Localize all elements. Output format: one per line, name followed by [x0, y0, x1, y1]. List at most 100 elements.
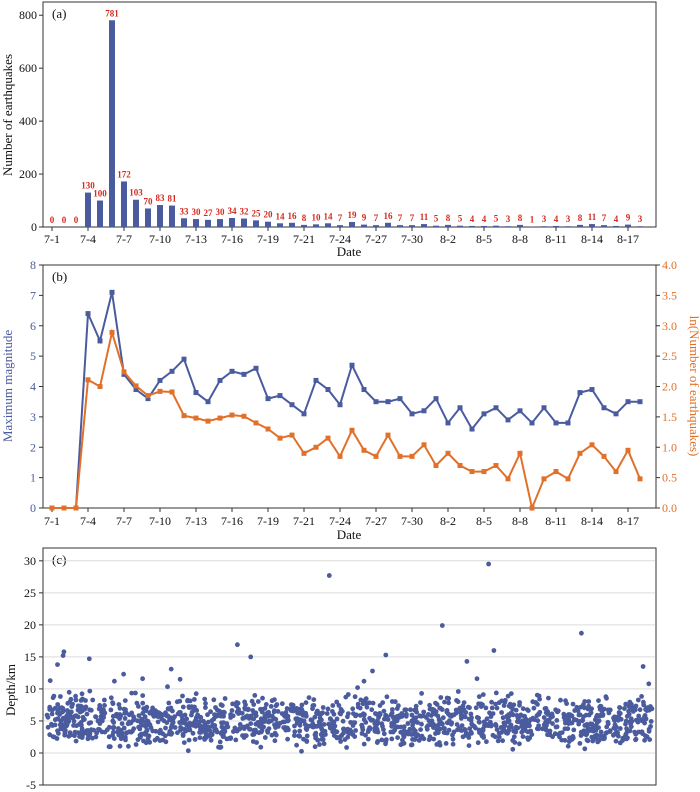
- panel-c-depth-point: [129, 690, 135, 696]
- panel-a-bar: [109, 20, 115, 227]
- panel-c-depth-point: [558, 697, 563, 703]
- panel-c-depth-point: [151, 713, 157, 719]
- panel-c-depth-point: [133, 690, 138, 696]
- panel-c-depth-point: [189, 709, 195, 715]
- panel-c-depth-point: [493, 690, 499, 696]
- panel-c-depth-point: [517, 700, 522, 705]
- panel-c-depth-point: [160, 737, 166, 743]
- panel-a-bar-label: 0: [50, 215, 55, 225]
- panel-c-depth-point: [383, 741, 388, 747]
- panel-c-depth-point: [384, 714, 390, 720]
- panel-a-bar-label: 4: [482, 214, 487, 224]
- panel-c-depth-point: [222, 710, 227, 715]
- panel-c-depth-point: [202, 696, 208, 702]
- panel-a-bar-label: 8: [302, 213, 307, 223]
- panel-c-depth-point: [433, 700, 438, 706]
- panel-c-depth-point: [117, 743, 123, 749]
- panel-a-bar-label: 10: [312, 212, 322, 222]
- panel-c-depth-point: [626, 712, 632, 717]
- panel-c-depth-point: [347, 727, 353, 733]
- panel-c-depth-point: [506, 724, 512, 730]
- panel-c-depth-point: [363, 696, 369, 702]
- panel-c-depth-point: [413, 715, 419, 721]
- panel-b-point-log-count: [481, 469, 487, 475]
- panel-c-depth-point: [177, 720, 183, 725]
- panel-b-point-magnitude: [265, 396, 271, 402]
- panel-a-bar: [565, 226, 571, 227]
- panel-c-depth-point: [211, 697, 217, 703]
- panel-a-bar-label: 70: [144, 196, 154, 206]
- panel-c-depth-point: [515, 715, 521, 721]
- panel-b-point-log-count: [361, 447, 367, 453]
- panel-c-depth-point: [469, 715, 474, 721]
- panel-c-depth-point: [179, 713, 185, 719]
- panel-b-right-tick-label: 2.5: [662, 349, 677, 363]
- panel-c-depth-point: [143, 724, 149, 729]
- panel-c-depth-point: [341, 726, 346, 732]
- panel-c-depth-point: [312, 744, 318, 750]
- panel-c-depth-point: [172, 725, 178, 730]
- panel-b-left-tick-label: 4: [30, 380, 36, 394]
- panel-c-depth-point: [90, 735, 95, 741]
- panel-c-depth-point: [512, 728, 518, 734]
- panel-b-point-magnitude: [397, 396, 403, 402]
- panel-c-depth-point: [455, 689, 461, 694]
- panel-c-depth-point: [641, 699, 646, 705]
- panel-c-depth-point-outlier: [383, 652, 389, 658]
- panel-a-x-tick-label: 7-4: [80, 232, 96, 246]
- panel-b-left-tick-label: 8: [30, 258, 36, 272]
- panel-c-depth-point: [639, 694, 644, 699]
- panel-a-bar-label: 7: [602, 213, 607, 223]
- panel-c-depth-point: [589, 706, 594, 712]
- panel-c-depth-point: [180, 693, 185, 699]
- panel-c-depth-point: [152, 708, 158, 713]
- panel-c-depth-point: [224, 721, 230, 727]
- panel-c-depth-point: [501, 703, 507, 708]
- panel-c-depth-point: [536, 723, 541, 729]
- panel-c-depth-point: [440, 715, 446, 721]
- panel-c-depth-point: [458, 713, 464, 718]
- panel-c-depth-point: [444, 730, 450, 736]
- panel-c-depth-point: [218, 713, 224, 719]
- panel-a-bar-label: 19: [348, 210, 358, 220]
- panel-b-point-log-count: [337, 453, 343, 459]
- panel-a-bar: [433, 225, 439, 227]
- panel-b-point-magnitude: [421, 408, 427, 414]
- panel-c-depth-point: [398, 729, 404, 735]
- panel-c-depth-point: [501, 720, 507, 726]
- panel-b-point-magnitude: [433, 396, 439, 402]
- panel-c-depth-point: [648, 719, 654, 724]
- panel-c-depth-point: [438, 695, 444, 700]
- panel-c-depth-point: [442, 699, 447, 705]
- panel-c-depth-point: [170, 708, 175, 714]
- panel-c-depth-scatter: (c) Depth/km -5 0 5 10 15 20 25 30: [3, 547, 657, 792]
- panel-c-depth-point: [59, 705, 64, 710]
- panel-b-point-magnitude: [277, 393, 283, 399]
- panel-c-depth-point: [541, 715, 547, 720]
- panel-b-point-magnitude: [445, 420, 451, 426]
- panel-c-depth-point: [202, 737, 208, 742]
- panel-c-depth-point: [116, 702, 122, 707]
- panel-a-bar-label: 3: [566, 214, 571, 224]
- panel-c-depth-point: [520, 734, 526, 739]
- panel-c-depth-point: [237, 722, 243, 727]
- panel-a-x-tick-label: 7-13: [185, 232, 207, 246]
- panel-a-bar-label: 5: [434, 214, 439, 224]
- panel-b-point-magnitude: [373, 399, 379, 405]
- panel-c-depth-point: [139, 716, 144, 722]
- panel-c-depth-point-outlier: [474, 676, 480, 682]
- panel-c-depth-point: [623, 718, 629, 724]
- panel-c-depth-point-outlier: [491, 648, 497, 653]
- panel-c-depth-point: [275, 709, 281, 714]
- panel-b-point-log-count: [565, 476, 571, 482]
- panel-c-depth-point: [66, 718, 72, 724]
- panel-b-left-tick-label: 7: [30, 288, 36, 302]
- panel-c-depth-point: [450, 736, 456, 742]
- panel-c-depth-point: [88, 707, 94, 713]
- panel-a-bar: [229, 218, 235, 227]
- panel-c-depth-point: [367, 715, 372, 721]
- panel-a-bar-label: 3: [638, 214, 643, 224]
- panel-c-depth-point: [451, 712, 457, 718]
- panel-a-bar: [85, 192, 91, 227]
- panel-a-bar-label: 34: [228, 206, 238, 216]
